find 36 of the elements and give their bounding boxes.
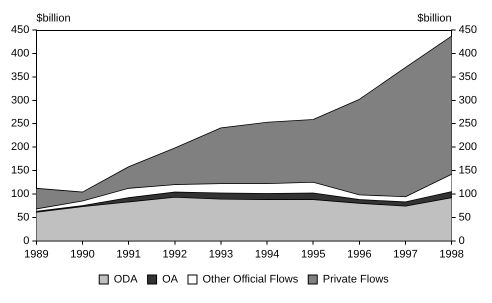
y-axis-title: $billion <box>36 12 71 25</box>
x-tick-label: 1994 <box>254 248 280 260</box>
x-tick-label: 1995 <box>300 248 326 260</box>
y2-tick-label: 300 <box>458 94 478 106</box>
y-tick-label: 250 <box>10 118 30 130</box>
y2-tick-label: 100 <box>458 188 478 200</box>
x-tick-label: 1992 <box>162 248 188 260</box>
legend-label: OA <box>162 274 179 286</box>
y2-tick-label: 200 <box>458 141 478 154</box>
y2-tick-label: 400 <box>458 47 478 60</box>
y-tick-label: 400 <box>10 47 30 60</box>
x-tick-label: 1989 <box>24 248 49 260</box>
y2-tick-label: 350 <box>458 70 478 83</box>
y2-axis-title: $billion <box>417 12 452 25</box>
y2-tick-label: 50 <box>458 211 471 224</box>
legend-label: ODA <box>114 274 138 286</box>
legend-label: Other Official Flows <box>202 274 299 286</box>
y-tick-label: 150 <box>10 164 30 177</box>
y-tick-label: 300 <box>10 94 30 106</box>
legend-label: Private Flows <box>322 274 390 286</box>
y-tick-label: 200 <box>10 141 30 154</box>
x-tick-label: 1998 <box>439 248 464 260</box>
x-tick-label: 1990 <box>70 248 95 260</box>
y2-tick-label: 150 <box>458 164 478 177</box>
x-tick-label: 1997 <box>393 248 418 260</box>
y-tick-label: 0 <box>23 234 30 247</box>
y2-tick-label: 250 <box>458 118 478 130</box>
x-tick-label: 1996 <box>347 248 372 260</box>
x-tick-label: 1991 <box>116 248 141 260</box>
y-tick-label: 450 <box>10 24 30 36</box>
y-tick-label: 100 <box>10 188 30 200</box>
x-tick-label: 1993 <box>208 248 234 260</box>
y2-tick-label: 450 <box>458 24 478 36</box>
y-tick-label: 50 <box>17 211 30 224</box>
y2-tick-label: 0 <box>458 234 465 247</box>
y-tick-label: 350 <box>10 70 30 83</box>
